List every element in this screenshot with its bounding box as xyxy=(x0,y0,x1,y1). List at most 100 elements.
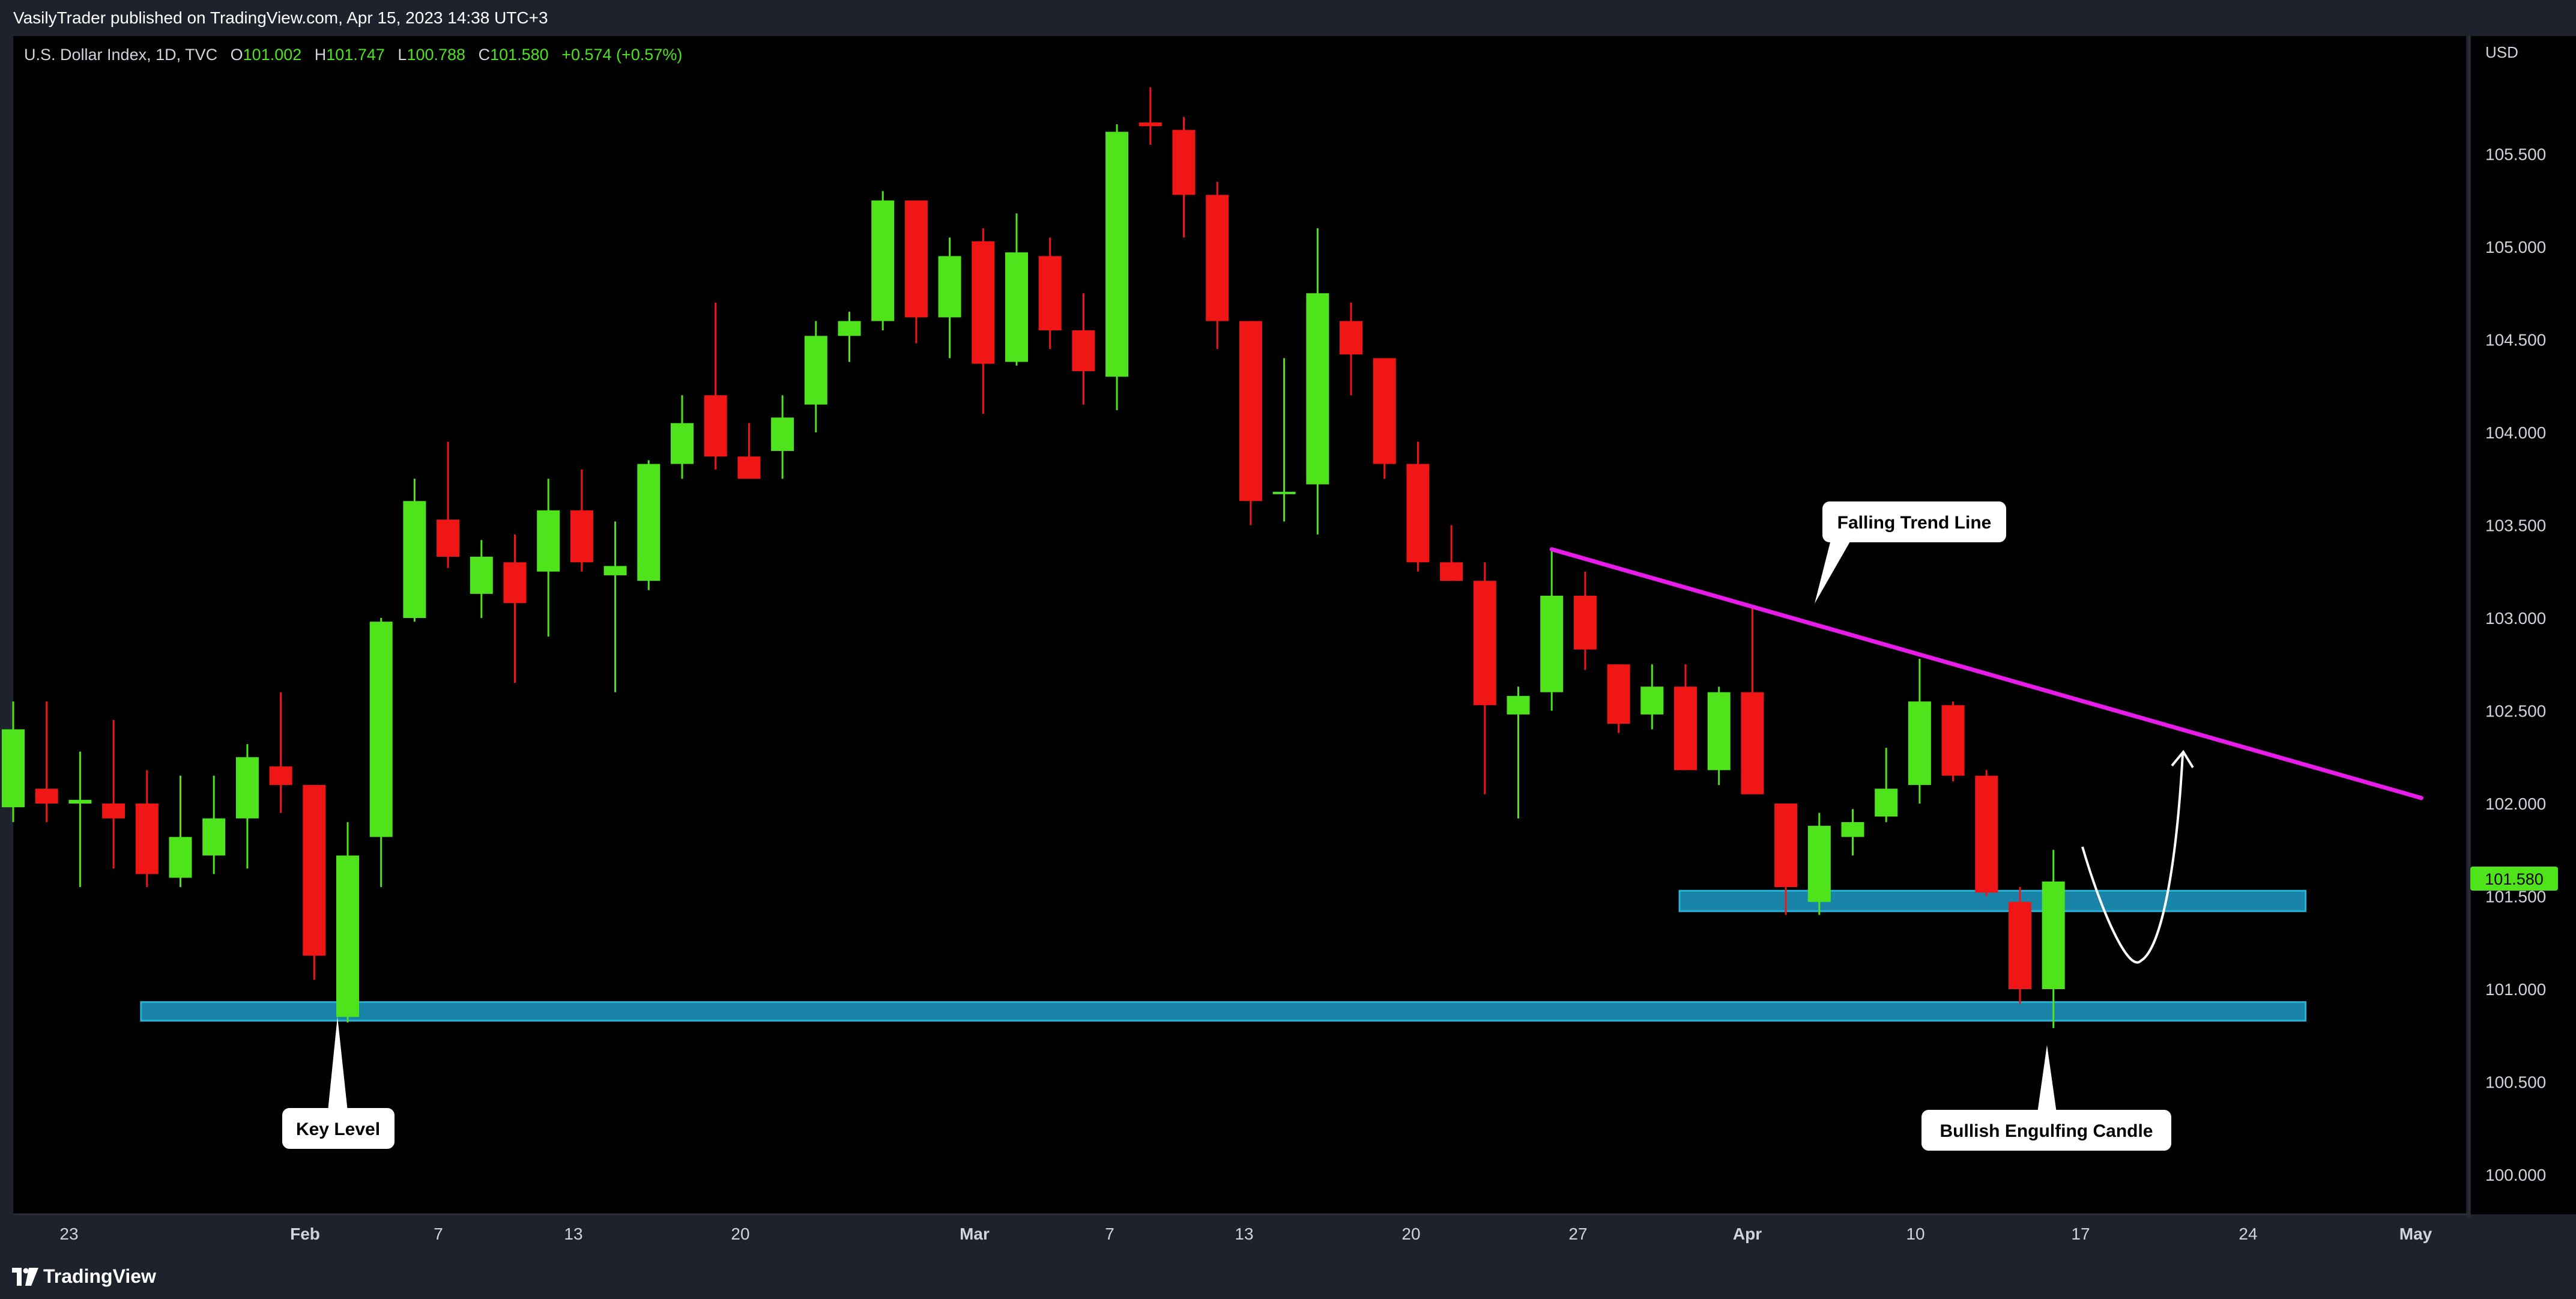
candle-body xyxy=(904,200,928,318)
candle xyxy=(704,302,727,470)
candle xyxy=(1741,608,1764,795)
legend-low-value: 100.788 xyxy=(407,46,465,64)
candle-body xyxy=(269,766,292,786)
price-tick-label: 105.500 xyxy=(2485,145,2546,164)
price-tick-label: 105.000 xyxy=(2485,238,2546,256)
callout-pointer-icon xyxy=(2037,1045,2057,1117)
candle-body xyxy=(1406,464,1430,563)
candle xyxy=(269,692,292,813)
candle-body xyxy=(437,519,460,557)
candle-body xyxy=(1440,562,1463,581)
time-axis: 23 Feb 7 13 20 Mar 7 13 20 27 Apr 10 17 24 May xyxy=(59,1225,2432,1243)
candle-body xyxy=(1607,664,1630,724)
price-tick-label: 104.000 xyxy=(2485,423,2546,442)
last-price-badge-bg xyxy=(2470,867,2558,891)
candle-body xyxy=(704,395,727,457)
callout-box xyxy=(282,1108,395,1149)
candle xyxy=(303,785,326,980)
candle xyxy=(637,460,661,590)
candle-body xyxy=(102,804,125,819)
candle xyxy=(437,441,460,568)
candle xyxy=(1941,701,1965,781)
candle-body xyxy=(1741,692,1764,795)
time-tick-label: Mar xyxy=(960,1225,990,1243)
candle-body xyxy=(1941,705,1965,776)
candle xyxy=(938,237,961,359)
candle xyxy=(1373,358,1396,479)
candle xyxy=(2042,850,2065,1028)
candles xyxy=(2,87,2065,1028)
price-tick-label: 100.500 xyxy=(2485,1073,2546,1092)
price-axis: 100.000100.500101.000101.500102.000102.5… xyxy=(2485,145,2546,1185)
callout-text: Bullish Engulfing Candle xyxy=(1940,1121,2153,1141)
candle-body xyxy=(403,501,426,618)
candle xyxy=(2009,887,2031,1004)
candle-body xyxy=(135,804,159,874)
legend-close-value: 101.580 xyxy=(490,46,549,64)
candle xyxy=(470,540,493,618)
candle xyxy=(2,701,25,822)
candle-body xyxy=(1573,595,1597,650)
callout-text: Key Level xyxy=(296,1119,380,1139)
candle xyxy=(1841,809,1864,856)
candle xyxy=(1239,321,1262,525)
time-tick-label: Feb xyxy=(290,1225,320,1243)
candle-body xyxy=(169,837,192,878)
candle-body xyxy=(1674,686,1697,771)
callout-falling-trend-line: Falling Trend Line xyxy=(1815,501,2006,604)
legend-low-label: L xyxy=(398,46,407,64)
callout-box xyxy=(1822,501,2006,542)
candle-body xyxy=(1540,595,1564,692)
price-tick-label: 101.000 xyxy=(2485,980,2546,999)
callout-bullish-engulfing: Bullish Engulfing Candle xyxy=(1921,1045,2171,1151)
publisher-bar: VasilyTrader published on TradingView.co… xyxy=(0,0,2576,36)
candle-body xyxy=(1206,195,1229,321)
candle-body xyxy=(1138,122,1162,127)
candle xyxy=(1540,547,1564,711)
candle xyxy=(1138,87,1162,145)
time-tick-label: 13 xyxy=(564,1225,582,1243)
legend-open-label: O xyxy=(231,46,243,64)
callout-text: Falling Trend Line xyxy=(1837,513,1992,533)
candle-body xyxy=(972,241,995,364)
candle-body xyxy=(771,417,794,451)
candle xyxy=(1038,237,1062,349)
legend-open-value: 101.002 xyxy=(243,46,302,64)
candle xyxy=(804,321,827,432)
candle xyxy=(235,744,259,869)
time-tick-label: 23 xyxy=(59,1225,78,1243)
candle-body xyxy=(1038,256,1062,331)
candle-body xyxy=(1908,701,1931,786)
callout-pointer-icon xyxy=(327,1017,348,1117)
candle-body xyxy=(671,423,694,464)
candle-body xyxy=(303,785,326,956)
candle xyxy=(1440,525,1463,581)
candle xyxy=(1707,686,1731,786)
candle-body xyxy=(1072,330,1095,372)
candle-body xyxy=(1105,132,1129,377)
candle-body xyxy=(871,200,895,321)
trend-line-group xyxy=(1549,547,2423,801)
candle xyxy=(972,228,995,414)
price-chart[interactable]: 100.000100.500101.000101.500102.000102.5… xyxy=(0,36,2576,1253)
candle-body xyxy=(68,799,92,804)
candle-body xyxy=(35,789,58,804)
candle xyxy=(1875,748,1898,822)
candle-body xyxy=(1172,130,1196,195)
candle-body xyxy=(336,855,359,1017)
candle xyxy=(737,423,761,479)
currency-label: USD xyxy=(2485,43,2518,61)
candle-body xyxy=(1306,293,1329,485)
time-tick-label: 7 xyxy=(434,1225,443,1243)
candle xyxy=(1072,293,1095,405)
candle xyxy=(1172,117,1196,238)
ohlc-legend: U.S. Dollar Index, 1D, TVC O101.002 H101… xyxy=(24,46,682,64)
candle-body xyxy=(470,557,493,594)
candle-body xyxy=(838,321,861,336)
candle xyxy=(1105,124,1129,410)
projection-arrow xyxy=(2081,753,2184,964)
candle-body xyxy=(1373,358,1396,464)
tradingview-logo-icon xyxy=(12,1268,38,1286)
projection-arrowhead-icon xyxy=(2171,749,2194,769)
candle xyxy=(838,312,861,362)
